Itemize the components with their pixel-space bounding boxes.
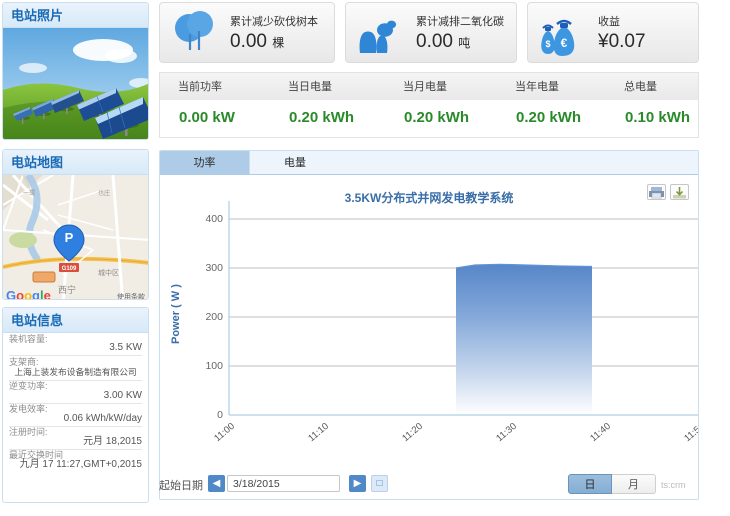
svg-text:11:00: 11:00 [212, 421, 237, 444]
svg-text:西宁: 西宁 [58, 284, 76, 295]
svg-text:€: € [561, 36, 568, 50]
svg-text:11:40: 11:40 [588, 421, 613, 444]
svg-text:G109: G109 [62, 266, 77, 272]
svg-text:11:30: 11:30 [494, 421, 519, 444]
svg-text:11:20: 11:20 [400, 421, 425, 444]
svg-text:也庄: 也庄 [98, 189, 110, 197]
svg-text:城中区: 城中区 [98, 268, 119, 277]
svg-text:11:50: 11:50 [682, 421, 699, 444]
svg-text:0: 0 [217, 409, 223, 421]
svg-text:11:10: 11:10 [306, 421, 331, 444]
svg-text:一環: 一環 [23, 190, 35, 197]
svg-text:200: 200 [205, 311, 223, 323]
svg-text:P: P [65, 230, 74, 245]
svg-text:400: 400 [205, 213, 223, 225]
svg-text:300: 300 [205, 262, 223, 274]
svg-text:$: $ [545, 39, 550, 49]
svg-text:100: 100 [205, 360, 223, 372]
